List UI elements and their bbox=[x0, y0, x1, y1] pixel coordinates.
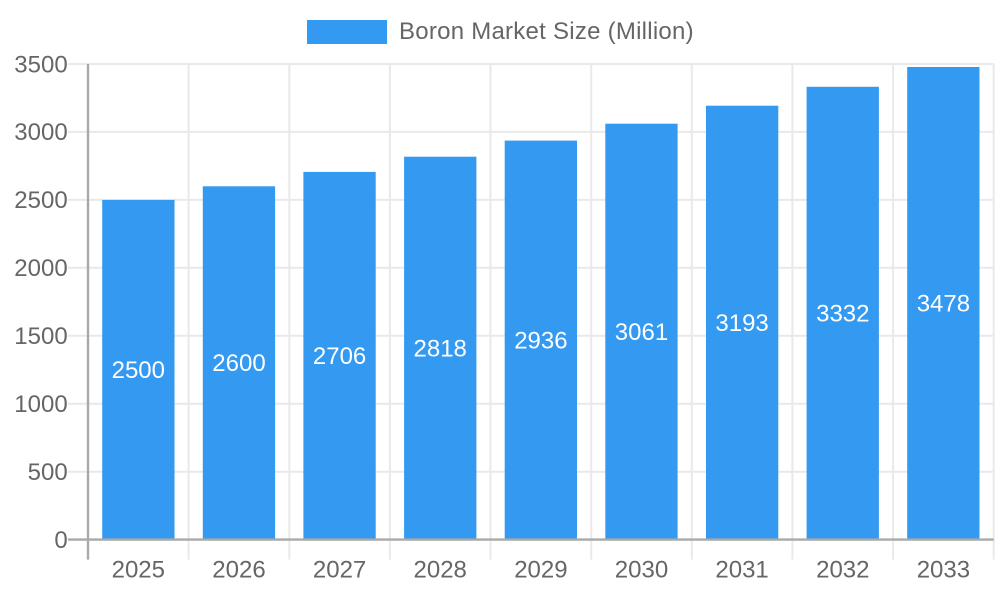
svg-text:1500: 1500 bbox=[14, 323, 67, 350]
svg-text:2706: 2706 bbox=[313, 343, 366, 370]
svg-text:2818: 2818 bbox=[414, 335, 467, 362]
svg-text:3061: 3061 bbox=[615, 319, 668, 346]
svg-text:2936: 2936 bbox=[514, 327, 567, 354]
svg-text:2029: 2029 bbox=[514, 557, 567, 584]
svg-text:2030: 2030 bbox=[615, 557, 668, 584]
svg-text:2600: 2600 bbox=[212, 350, 265, 377]
svg-text:2027: 2027 bbox=[313, 557, 366, 584]
svg-text:2028: 2028 bbox=[414, 557, 467, 584]
svg-text:2025: 2025 bbox=[112, 557, 165, 584]
svg-text:500: 500 bbox=[28, 459, 68, 486]
svg-text:2033: 2033 bbox=[917, 557, 970, 584]
svg-text:2026: 2026 bbox=[212, 557, 265, 584]
svg-text:2500: 2500 bbox=[14, 187, 67, 214]
svg-text:0: 0 bbox=[54, 527, 67, 554]
svg-text:3332: 3332 bbox=[816, 301, 869, 328]
svg-text:2000: 2000 bbox=[14, 255, 67, 282]
svg-text:Boron Market Size (Million): Boron Market Size (Million) bbox=[399, 18, 694, 45]
svg-text:3000: 3000 bbox=[14, 119, 67, 146]
svg-text:2500: 2500 bbox=[112, 357, 165, 384]
svg-text:3478: 3478 bbox=[917, 291, 970, 318]
svg-text:3500: 3500 bbox=[14, 51, 67, 78]
svg-text:2031: 2031 bbox=[715, 557, 768, 584]
svg-text:3193: 3193 bbox=[715, 310, 768, 337]
svg-text:2032: 2032 bbox=[816, 557, 869, 584]
svg-text:1000: 1000 bbox=[14, 391, 67, 418]
